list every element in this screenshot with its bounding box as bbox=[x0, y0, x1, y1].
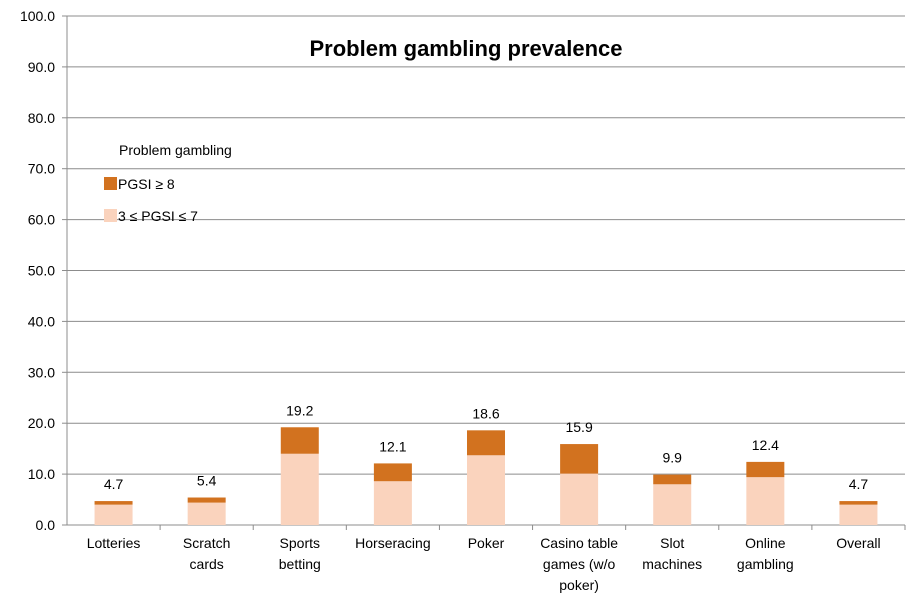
category-label: Overall bbox=[836, 535, 880, 551]
category-label: Slot machines bbox=[642, 535, 702, 572]
data-label: 19.2 bbox=[286, 402, 313, 418]
bar-segment-pgsi-8 bbox=[187, 497, 226, 503]
legend-swatch-pgsi-8 bbox=[104, 177, 117, 190]
category-label: Poker bbox=[468, 535, 505, 551]
data-labels: 4.7 5.4 19.2 12.1 18.6 15.9 9.9 12.4 4.7 bbox=[104, 402, 869, 492]
category-label: Scratch cards bbox=[183, 535, 230, 572]
bar-segment-pgsi-3-7 bbox=[467, 455, 505, 525]
category-label: Online gambling bbox=[737, 535, 794, 572]
data-label: 12.1 bbox=[379, 438, 406, 454]
bar-segment-pgsi-8 bbox=[280, 427, 319, 454]
y-tick-label: 10.0 bbox=[28, 466, 55, 482]
bar-segment-pgsi-3-7 bbox=[560, 473, 599, 525]
category-label: Sports betting bbox=[279, 535, 321, 572]
y-tick-label: 70.0 bbox=[28, 161, 55, 177]
y-tick-label: 80.0 bbox=[28, 110, 55, 126]
legend-label-pgsi-8: PGSI ≥ 8 bbox=[118, 176, 175, 192]
bar-segment-pgsi-8 bbox=[94, 501, 133, 505]
category-label: Horseracing bbox=[355, 535, 430, 551]
bar-segment-pgsi-3-7 bbox=[94, 504, 133, 525]
y-tick-label: 40.0 bbox=[28, 313, 55, 329]
bar-segment-pgsi-3-7 bbox=[187, 502, 226, 525]
data-label: 4.7 bbox=[849, 476, 869, 492]
data-label: 18.6 bbox=[472, 405, 499, 421]
bar-segment-pgsi-3-7 bbox=[280, 453, 319, 525]
bars bbox=[94, 427, 878, 525]
category-label: Lotteries bbox=[87, 535, 141, 551]
y-tick-label: 20.0 bbox=[28, 415, 55, 431]
y-tick-label: 60.0 bbox=[28, 212, 55, 228]
bar-segment-pgsi-3-7 bbox=[373, 481, 412, 525]
bar-segment-pgsi-8 bbox=[653, 474, 692, 485]
data-label: 15.9 bbox=[565, 419, 592, 435]
category-labels: Lotteries Scratch cards Sports betting Horser… bbox=[87, 535, 881, 593]
category-label: Casino table games (w/o poker) bbox=[540, 535, 618, 593]
y-tick-label: 0.0 bbox=[36, 517, 56, 533]
bar-segment-pgsi-3-7 bbox=[839, 504, 878, 525]
data-label: 9.9 bbox=[662, 450, 682, 466]
data-label: 4.7 bbox=[104, 476, 124, 492]
bar-segment-pgsi-8 bbox=[373, 463, 412, 482]
bar-segment-pgsi-8 bbox=[839, 501, 878, 505]
y-tick-label: 100.0 bbox=[20, 8, 55, 24]
legend: Problem gambling PGSI ≥ 8 3 ≤ PGSI ≤ 7 bbox=[104, 142, 232, 224]
data-label: 5.4 bbox=[197, 473, 217, 489]
legend-title: Problem gambling bbox=[119, 142, 232, 158]
bar-segment-pgsi-8 bbox=[560, 444, 599, 474]
legend-label-pgsi-3-7: 3 ≤ PGSI ≤ 7 bbox=[118, 208, 198, 224]
bar-segment-pgsi-8 bbox=[467, 430, 505, 456]
bar-segment-pgsi-3-7 bbox=[746, 477, 785, 525]
bar-segment-pgsi-8 bbox=[746, 461, 785, 478]
y-tick-label: 50.0 bbox=[28, 263, 55, 279]
y-tick-label: 90.0 bbox=[28, 59, 55, 75]
data-label: 12.4 bbox=[752, 437, 779, 453]
gridlines bbox=[67, 15, 905, 475]
legend-swatch-pgsi-3-7 bbox=[104, 209, 117, 222]
y-tick-label: 30.0 bbox=[28, 364, 55, 380]
chart-title: Problem gambling prevalence bbox=[310, 36, 623, 61]
bar-segment-pgsi-3-7 bbox=[653, 484, 692, 525]
